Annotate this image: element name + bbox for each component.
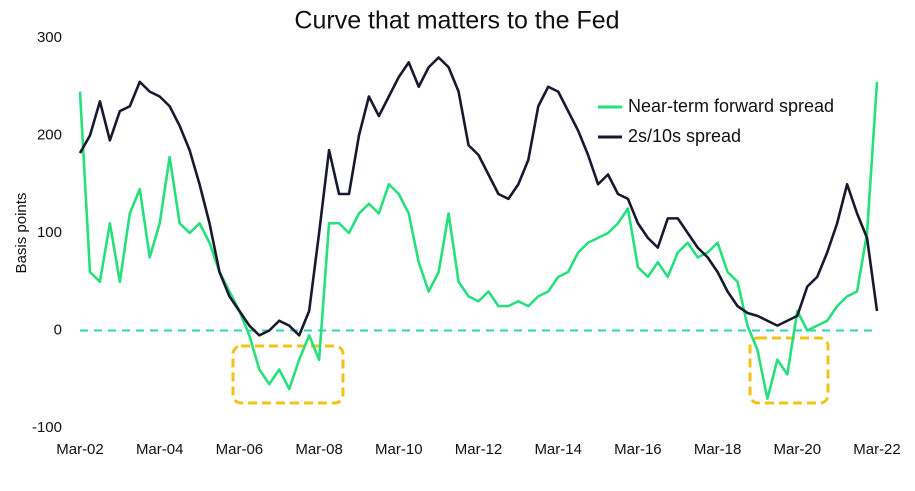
y-tick-label: -100	[32, 419, 62, 436]
x-tick-label: Mar-12	[455, 441, 503, 458]
x-tick-label: Mar-02	[56, 441, 104, 458]
x-tick-label: Mar-10	[375, 441, 423, 458]
x-tick-label: Mar-06	[216, 441, 264, 458]
highlight-box	[748, 336, 830, 405]
legend-label: 2s/10s spread	[628, 126, 741, 146]
x-tick-label: Mar-20	[774, 441, 822, 458]
y-tick-label: 0	[54, 321, 62, 338]
highlight-box	[231, 344, 345, 405]
x-tick-label: Mar-16	[614, 441, 662, 458]
x-tick-label: Mar-18	[694, 441, 742, 458]
y-axis-label: Basis points	[13, 193, 30, 274]
x-tick-label: Mar-04	[136, 441, 184, 458]
y-tick-label: 300	[37, 29, 62, 46]
legend-label: Near-term forward spread	[628, 96, 834, 116]
y-tick-label: 100	[37, 224, 62, 241]
x-tick-label: Mar-22	[853, 441, 901, 458]
series-line	[78, 56, 879, 337]
x-tick-label: Mar-14	[534, 441, 582, 458]
y-tick-label: 200	[37, 126, 62, 143]
x-tick-label: Mar-08	[295, 441, 343, 458]
chart-title: Curve that matters to the Fed	[294, 7, 619, 35]
series-line	[78, 81, 879, 401]
